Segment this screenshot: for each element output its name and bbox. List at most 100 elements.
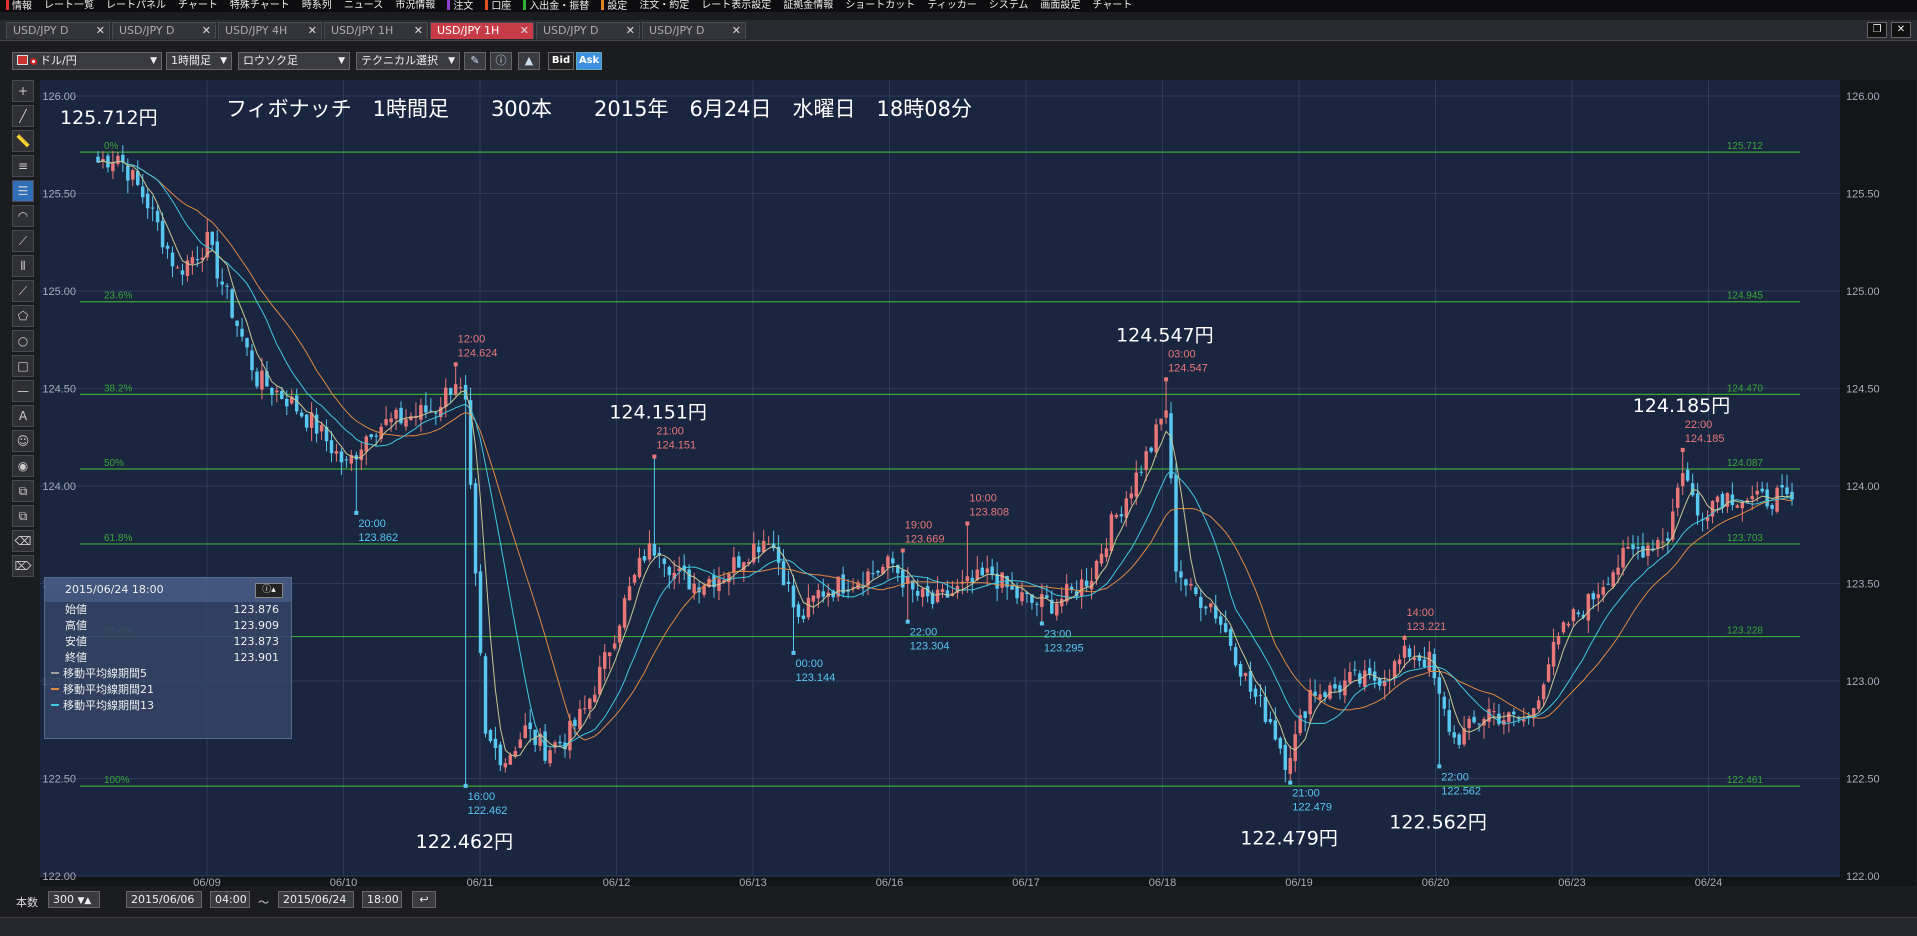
candle-body	[1338, 685, 1342, 693]
close-tab-icon[interactable]: ✕	[731, 24, 741, 37]
menu-item[interactable]: 設定	[595, 0, 633, 12]
ohlc-row: 安値 123.873	[45, 634, 291, 650]
menu-item[interactable]: レート一覧	[38, 0, 100, 12]
menu-item[interactable]: ショートカット	[839, 0, 921, 12]
chevron-down-icon: ▼	[220, 56, 227, 66]
chart-tab[interactable]: USD/JPY D ✕	[642, 22, 746, 39]
candle-body	[662, 558, 667, 565]
fibonacci-icon[interactable]: ☰	[12, 180, 34, 202]
menu-item[interactable]: チャート	[1086, 0, 1138, 12]
restore-icon[interactable]: ❐	[1867, 22, 1887, 38]
eraser-all-icon[interactable]: ⌦	[12, 555, 34, 577]
fib-fan-icon[interactable]: ⟋	[12, 230, 34, 252]
extreme-marker	[791, 650, 796, 655]
candle-body	[384, 419, 388, 425]
technical-select[interactable]: テクニカル選択 ▼	[356, 52, 460, 70]
candle-body	[806, 597, 811, 618]
bid-button[interactable]: Bid	[548, 52, 574, 70]
bar-count-input[interactable]: 300 ▼▲	[48, 891, 100, 908]
start-date-input[interactable]: 2015/06/06	[126, 891, 202, 908]
fib-arc-icon[interactable]: ◠	[12, 205, 34, 227]
extreme-time: 16:00	[468, 791, 496, 803]
area-chart-icon[interactable]: ▲	[518, 52, 540, 70]
chart-tab[interactable]: USD/JPY D ✕	[112, 22, 216, 39]
candle-body	[1189, 584, 1193, 586]
menu-item[interactable]: 情報	[0, 0, 38, 12]
candle-body	[583, 708, 587, 710]
chart-tab-label: USD/JPY 1H	[437, 24, 500, 37]
menu-item[interactable]: 時系列	[296, 0, 338, 12]
crosshair-icon[interactable]: +	[12, 80, 34, 102]
candle-body	[165, 245, 170, 249]
pencil-icon[interactable]: ✎	[464, 52, 486, 70]
pentagon-icon[interactable]: ⬠	[12, 305, 34, 327]
text-icon[interactable]: A	[12, 405, 34, 427]
eye-icon[interactable]: ◉	[12, 455, 34, 477]
close-icon[interactable]: ✕	[1891, 22, 1911, 38]
extreme-marker	[1402, 635, 1407, 640]
rectangle-icon[interactable]: □	[12, 355, 34, 377]
start-time-input[interactable]: 04:00	[210, 891, 250, 908]
menu-item[interactable]: ニュース	[338, 0, 390, 12]
menu-item[interactable]: 入出金・振替	[517, 0, 595, 12]
menu-item[interactable]: 画面設定	[1034, 0, 1086, 12]
info-icon[interactable]: ⓘ	[490, 52, 512, 70]
close-tab-icon[interactable]: ✕	[95, 24, 105, 37]
chart-tab[interactable]: USD/JPY 1H ✕	[324, 22, 428, 39]
ohlc-label: 安値	[65, 635, 87, 648]
close-tab-icon[interactable]: ✕	[413, 24, 423, 37]
horizontal-lines-icon[interactable]: ≡	[12, 155, 34, 177]
paste-icon[interactable]: ⧉	[12, 505, 34, 527]
end-date-input[interactable]: 2015/06/24	[278, 891, 354, 908]
copy-icon[interactable]: ⧉	[12, 480, 34, 502]
chart-tab[interactable]: USD/JPY 1H ✕	[430, 22, 534, 39]
extreme-price: 124.547	[1168, 362, 1208, 374]
chart-tab[interactable]: USD/JPY D ✕	[6, 22, 110, 39]
candle-body	[230, 289, 234, 318]
menu-item[interactable]: レートパネル	[100, 0, 172, 12]
hline-icon[interactable]: —	[12, 380, 34, 402]
menu-item[interactable]: レート表示設定	[695, 0, 777, 12]
candle-body	[1089, 580, 1094, 590]
candle-body	[419, 404, 423, 420]
eraser-icon[interactable]: ⌫	[12, 530, 34, 552]
menu-item[interactable]: 証拠金情報	[777, 0, 839, 12]
menu-item[interactable]: 市況情報	[389, 0, 441, 12]
ruler-icon[interactable]: 📏	[12, 130, 34, 152]
menu-item[interactable]: ティッカー	[921, 0, 982, 12]
menu-item[interactable]: 特殊チャート	[224, 0, 296, 12]
fib-timezone-icon[interactable]: ⦀	[12, 255, 34, 277]
chart-tab[interactable]: USD/JPY D ✕	[536, 22, 640, 39]
menu-item[interactable]: システム	[983, 0, 1035, 12]
price-chart[interactable]: 126.00 126.00 125.50 125.50 125.00 125.00 124.…	[40, 80, 1916, 886]
close-tab-icon[interactable]: ✕	[307, 24, 317, 37]
candle-body	[1293, 734, 1297, 762]
stepper-icon[interactable]: ▼▲	[77, 896, 92, 906]
timeframe-select[interactable]: 1時間足 ▼	[166, 52, 232, 70]
menu-item[interactable]: チャート	[172, 0, 224, 12]
x-tick-label: 06/19	[1285, 877, 1313, 886]
gann-fan-icon[interactable]: ⟋	[12, 280, 34, 302]
close-tab-icon[interactable]: ✕	[201, 24, 211, 37]
ask-button[interactable]: Ask	[576, 52, 602, 70]
y-tick-label-right: 124.50	[1846, 384, 1880, 396]
return-icon[interactable]: ↩	[412, 891, 436, 908]
extreme-price: 124.624	[458, 347, 498, 359]
chart-tab[interactable]: USD/JPY 4H ✕	[218, 22, 322, 39]
end-time-input[interactable]: 18:00	[362, 891, 402, 908]
menu-item[interactable]: 注文	[441, 0, 479, 12]
close-tab-icon[interactable]: ✕	[519, 24, 529, 37]
close-tab-icon[interactable]: ✕	[625, 24, 635, 37]
candle-body	[1680, 473, 1685, 487]
menu-item[interactable]: 注文・約定	[633, 0, 695, 12]
menu-item[interactable]: 口座	[479, 0, 517, 12]
emoji-icon[interactable]: ☺	[12, 430, 34, 452]
currency-pair-select[interactable]: ドル/円 ▼	[12, 52, 162, 70]
candle-body	[995, 573, 999, 589]
info-panel-buttons[interactable]: ⓘ▴	[255, 583, 283, 598]
candle-type-select[interactable]: ロウソク足 ▼	[238, 52, 350, 70]
extreme-price: 123.862	[358, 532, 398, 544]
circle-icon[interactable]: ○	[12, 330, 34, 352]
trendline-icon[interactable]: ╱	[12, 105, 34, 127]
chevron-down-icon: ▼	[150, 56, 157, 66]
